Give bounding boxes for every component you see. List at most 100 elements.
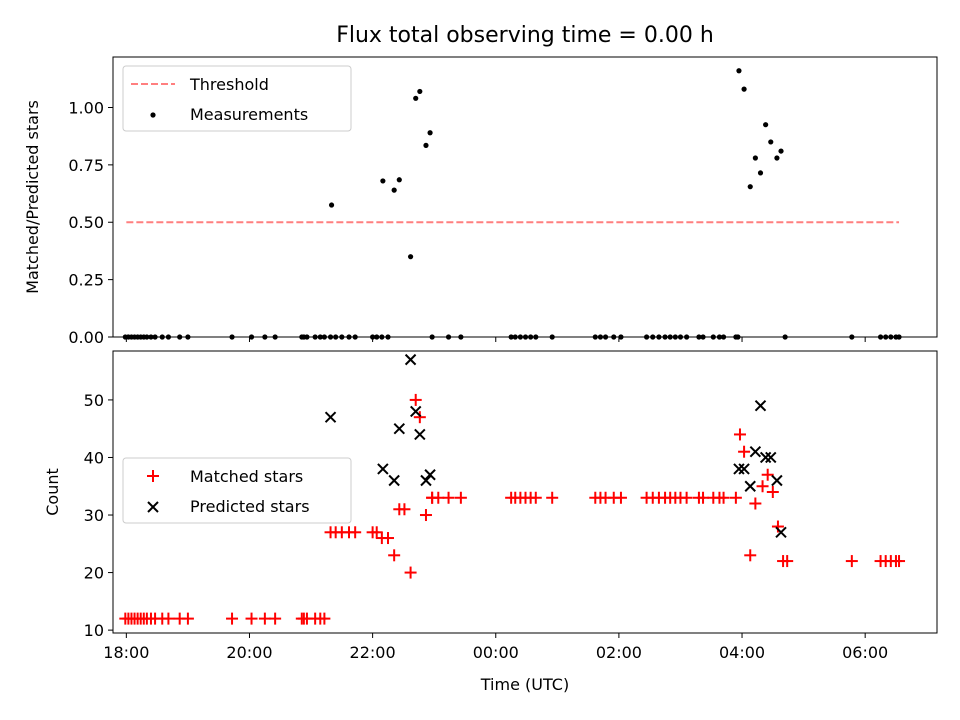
legend-predicted-swatch: [147, 501, 159, 513]
matched-star-point: [697, 491, 710, 504]
measurement-point: [752, 155, 758, 161]
bottom-axes-frame: [112, 350, 938, 634]
bottom-x-axis: 18:00 20:00 22:00 00:00 02:00 04:00 06:00: [103, 633, 888, 662]
matched-stars-series: [119, 393, 906, 625]
predicted-star-stroke-b: [749, 446, 762, 458]
predicted-star-point: [410, 405, 422, 418]
top-y-tick-label: 0.00: [68, 328, 104, 347]
measurement-point: [380, 178, 386, 184]
predicted-star-stroke-b: [744, 480, 756, 492]
matched-star-point: [729, 491, 742, 504]
matched-star-point: [382, 532, 395, 545]
matched-star-point: [680, 491, 693, 504]
top-y-axis-label: Matched/Predicted stars: [23, 100, 42, 294]
bottom-y-axis: 10 20 30 40 50: [84, 391, 113, 640]
top-y-tick-label: 1.00: [68, 98, 104, 117]
predicted-star-point: [749, 446, 762, 458]
measurement-point: [391, 187, 397, 193]
predicted-star-point: [388, 474, 400, 487]
predicted-star-point: [424, 469, 436, 481]
measurement-point: [417, 88, 423, 95]
bottom-x-tick-label: 02:00: [596, 643, 642, 662]
matched-star-point: [781, 555, 794, 568]
matched-star-point: [419, 509, 432, 522]
predicted-star-stroke-b: [771, 474, 783, 487]
predicted-star-stroke-b: [410, 405, 422, 418]
matched-star-point: [413, 411, 426, 424]
predicted-star-stroke-b: [424, 469, 436, 481]
legend-measurements-label: Measurements: [190, 105, 308, 124]
predicted-star-stroke-b: [733, 463, 745, 475]
bottom-x-tick-label: 04:00: [719, 643, 765, 662]
predicted-star-point: [404, 353, 417, 366]
matched-star-point: [269, 612, 282, 625]
matched-star-point: [318, 612, 331, 625]
predicted-star-stroke-b: [759, 451, 772, 464]
measurement-point: [407, 254, 414, 260]
predicted-star-stroke-b: [765, 451, 777, 464]
predicted-stars-series: [324, 353, 787, 538]
top-y-tick-label: 0.75: [68, 156, 104, 175]
predicted-star-stroke-b: [324, 411, 337, 423]
predicted-star-stroke-b: [414, 428, 426, 441]
measurement-point: [763, 122, 769, 128]
legend-predicted-label: Predicted stars: [190, 497, 310, 516]
matched-star-point: [162, 612, 175, 625]
matched-star-point: [756, 480, 769, 493]
matched-star-point: [226, 612, 239, 625]
predicted-star-point: [775, 526, 787, 538]
bottom-x-tick-label: 18:00: [103, 643, 149, 662]
measurement-point: [423, 142, 429, 148]
predicted-star-point: [324, 411, 337, 423]
matched-star-point: [258, 612, 271, 625]
measurement-point: [413, 95, 419, 101]
bottom-legend: Matched stars Predicted stars: [122, 457, 352, 524]
measurement-point: [774, 155, 780, 161]
matched-star-point: [181, 612, 194, 625]
chart-title: Flux total observing time = 0.00 h: [336, 23, 714, 48]
measurement-point: [778, 148, 784, 154]
bottom-panel: 10 20 30 40 50 18:00 20:00 22:00 00:00 02:00 04:0…: [43, 350, 938, 694]
top-y-tick-label: 0.50: [68, 213, 104, 232]
measurements-series: [122, 68, 902, 340]
bottom-x-tick-label: 06:00: [842, 643, 888, 662]
predicted-star-point: [744, 480, 756, 492]
bottom-y-tick-label: 20: [84, 564, 104, 583]
predicted-star-point: [765, 451, 777, 464]
matched-star-point: [893, 555, 906, 568]
matched-star-point: [349, 526, 362, 539]
matched-star-point: [409, 393, 422, 406]
predicted-star-point: [393, 422, 406, 435]
bottom-y-tick-label: 50: [84, 391, 104, 410]
predicted-star-stroke-b: [775, 526, 787, 538]
predicted-star-stroke-b: [754, 399, 767, 412]
top-legend-frame: [122, 65, 352, 132]
measurement-point: [747, 184, 753, 190]
matched-star-point: [404, 566, 417, 579]
predicted-star-stroke-b: [420, 474, 432, 487]
matched-star-point: [529, 491, 542, 504]
predicted-star-stroke-b: [393, 422, 406, 435]
predicted-star-stroke-b: [388, 474, 400, 487]
measurement-point: [736, 68, 742, 74]
matched-star-point: [766, 486, 779, 498]
predicted-star-point: [759, 451, 772, 464]
measurement-point: [396, 177, 402, 183]
matched-star-point: [245, 612, 258, 625]
predicted-star-point: [733, 463, 745, 475]
top-x-ticks: [125, 337, 866, 342]
matched-star-point: [717, 491, 730, 504]
matched-star-point: [398, 503, 411, 516]
matched-star-point: [546, 491, 559, 504]
legend-matched-swatch: [147, 470, 159, 482]
top-y-axis: 0.00 0.25 0.50 0.75 1.00: [68, 98, 113, 347]
legend-matched-label: Matched stars: [190, 467, 303, 486]
bottom-x-tick-label: 22:00: [350, 643, 396, 662]
bottom-x-tick-label: 00:00: [473, 643, 519, 662]
predicted-star-point: [771, 474, 783, 487]
matched-star-point: [761, 468, 774, 481]
matched-star-point: [845, 555, 858, 568]
matched-star-point: [614, 491, 627, 504]
predicted-star-point: [377, 463, 389, 475]
